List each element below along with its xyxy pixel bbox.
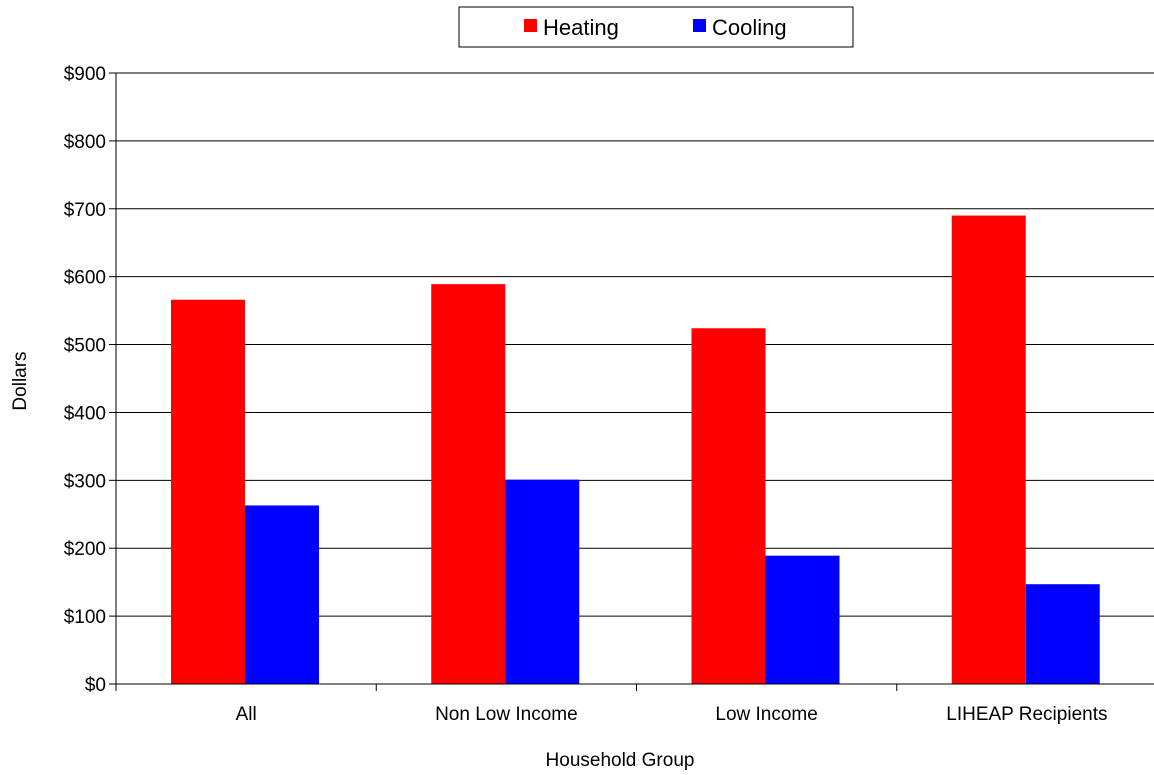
- bar-cooling-2: [505, 479, 580, 684]
- y-tick-label: $600: [64, 268, 106, 289]
- y-tick-label: $400: [64, 403, 106, 424]
- bar-heating-1: [171, 299, 245, 684]
- bar-cooling-3: [765, 555, 840, 684]
- legend: Heating Cooling: [458, 6, 854, 48]
- bar-heating-3: [691, 328, 766, 684]
- bar-heating-2: [431, 284, 506, 684]
- x-tick-label: LIHEAP Recipients: [946, 704, 1107, 725]
- y-tick-label: $900: [64, 64, 106, 85]
- legend-swatch-cooling: [693, 19, 706, 32]
- legend-swatch-heating: [524, 19, 537, 32]
- x-axis-title: Household Group: [546, 750, 695, 770]
- bar-cooling-1: [245, 505, 319, 684]
- legend-label-heating: Heating: [543, 15, 619, 40]
- x-tick-label: Low Income: [715, 704, 817, 725]
- legend-frame: [458, 6, 854, 48]
- bar-heating-4: [951, 215, 1026, 685]
- y-tick-label: $800: [64, 132, 106, 153]
- bar-cooling-4: [1025, 584, 1100, 684]
- y-tick-label: $300: [64, 471, 106, 492]
- y-tick-label: $100: [64, 607, 106, 628]
- y-tick-label: $0: [85, 675, 106, 696]
- y-axis-title: Dollars: [10, 351, 31, 410]
- y-tick-label: $500: [64, 336, 106, 357]
- y-tick-label: $200: [64, 539, 106, 560]
- x-tick-label: All: [236, 704, 257, 725]
- bars: [171, 215, 1100, 685]
- legend-label-cooling: Cooling: [712, 15, 787, 40]
- y-tick-label: $700: [64, 200, 106, 221]
- axes: $0 $100 $200 $300 $400 $500 $600 $700 $800 $900 Al…: [64, 64, 1154, 725]
- x-tick-label: Non Low Income: [435, 704, 578, 725]
